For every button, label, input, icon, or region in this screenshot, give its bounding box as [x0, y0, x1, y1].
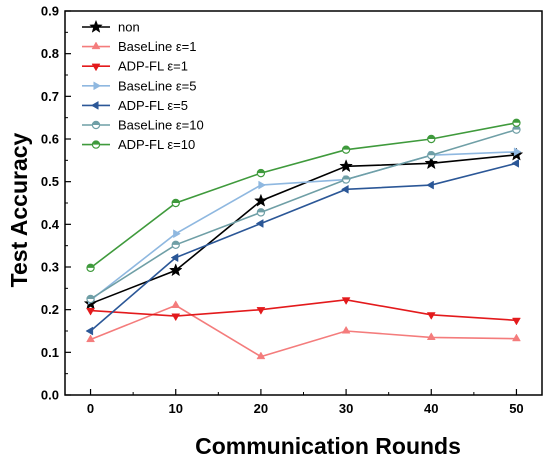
data-point: [341, 325, 351, 334]
data-point: [254, 193, 268, 207]
legend-marker: [93, 81, 102, 91]
series-6: [86, 118, 521, 273]
legend-label: BaseLine ε=5: [118, 78, 196, 93]
y-tick-label: 0.6: [41, 132, 59, 147]
y-tick-label: 0.9: [41, 4, 59, 19]
data-point: [86, 294, 95, 304]
data-point: [426, 332, 436, 340]
data-point: [171, 313, 181, 322]
y-tick-label: 0.8: [41, 46, 59, 61]
x-axis-title: Communication Rounds: [195, 433, 461, 459]
series-line: [90, 304, 517, 358]
y-axis-title: Test Accuracy: [6, 132, 32, 287]
y-tick-label: 0.7: [41, 89, 59, 104]
data-point: [258, 180, 267, 190]
data-point: [86, 334, 95, 343]
x-tick-label: 40: [424, 401, 438, 416]
data-point: [256, 168, 266, 178]
data-point: [171, 198, 180, 208]
series-line: [90, 151, 517, 301]
data-point: [340, 184, 349, 194]
data-point: [256, 351, 266, 360]
data-point: [341, 175, 351, 184]
y-tick-label: 0.3: [41, 260, 59, 275]
legend-marker: [91, 140, 101, 149]
series-3: [88, 147, 522, 305]
series-line: [90, 153, 517, 305]
data-point: [341, 145, 351, 154]
data-point: [255, 219, 264, 228]
series-5: [86, 125, 521, 304]
y-tick-label: 0.0: [41, 388, 59, 403]
data-point: [426, 180, 434, 190]
x-tick-label: 0: [87, 401, 94, 416]
data-point: [427, 151, 436, 160]
data-point: [339, 159, 353, 173]
x-tick-label: 10: [168, 401, 182, 416]
data-point: [426, 312, 436, 320]
data-point: [512, 333, 521, 342]
legend-marker: [89, 19, 103, 33]
x-tick-label: 50: [509, 401, 523, 416]
series-4: [85, 158, 519, 336]
data-point: [256, 208, 266, 217]
series-line: [90, 162, 517, 332]
data-point: [513, 147, 522, 157]
series-line: [90, 299, 517, 322]
data-point: [170, 253, 179, 263]
y-tick-label: 0.4: [41, 217, 60, 232]
data-point: [341, 297, 351, 305]
legend-label: BaseLine ε=10: [118, 118, 204, 133]
series-0: [83, 147, 524, 310]
y-tick-label: 0.5: [41, 174, 59, 189]
data-point: [168, 263, 183, 277]
y-tick-label: 0.2: [41, 302, 59, 317]
x-tick-label: 20: [254, 401, 268, 416]
data-point: [256, 307, 266, 315]
legend-label: non: [118, 20, 140, 35]
data-point: [171, 240, 180, 250]
legend-marker: [91, 120, 101, 130]
data-point: [424, 156, 439, 170]
series-1: [86, 300, 521, 360]
legend-marker: [91, 63, 101, 72]
data-point: [511, 158, 519, 168]
data-point: [85, 326, 94, 336]
data-point: [86, 263, 95, 273]
y-tick-label: 0.1: [41, 345, 59, 360]
data-point: [86, 307, 95, 316]
legend-label: ADP-FL ε=1: [118, 59, 188, 74]
legend-label: ADP-FL ε=10: [118, 137, 195, 152]
series-2: [86, 297, 521, 326]
data-point: [427, 134, 436, 144]
series-line: [90, 122, 517, 269]
data-point: [512, 125, 521, 134]
legend-label: BaseLine ε=1: [118, 39, 196, 54]
data-point: [512, 317, 521, 326]
x-tick-label: 30: [339, 401, 353, 416]
data-point: [171, 300, 181, 308]
data-point: [512, 118, 521, 127]
legend-marker: [91, 41, 101, 50]
legend-marker: [90, 100, 99, 110]
legend: non BaseLine ε=1 ADP-FL ε=1 BaseLine ε=5 ADP…: [82, 19, 204, 152]
data-point: [173, 229, 181, 239]
legend-label: ADP-FL ε=5: [118, 98, 188, 113]
series-line: [90, 128, 517, 300]
